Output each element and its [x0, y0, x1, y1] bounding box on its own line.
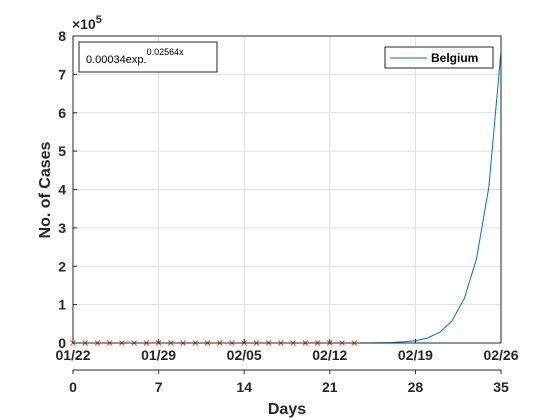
x-tick-label: 14 — [236, 379, 252, 395]
x-tick-label: 35 — [493, 379, 509, 395]
annotation-text: 0.00034exp.0.02564x — [86, 47, 184, 66]
fit-annotation: 0.00034exp.0.02564x — [78, 41, 218, 73]
date-tick-label: 02/12 — [312, 347, 347, 363]
x-tick-label: 0 — [69, 379, 77, 395]
legend: Belgium — [384, 46, 494, 69]
date-tick-label: 01/29 — [141, 347, 176, 363]
y-tick-label: 5 — [58, 143, 66, 159]
date-tick-label: 02/19 — [398, 347, 433, 363]
x-tick-label: 28 — [408, 379, 424, 395]
y-exponent-label: ×105 — [72, 14, 102, 32]
date-axis-ticks: 01/22 01/29 02/05 02/12 02/19 02/26 — [55, 339, 519, 363]
y-tick-label: 1 — [58, 297, 66, 313]
y-tick-label: 2 — [58, 258, 66, 274]
y-tick-label: 3 — [58, 220, 66, 236]
x-axis-ticks: 0 7 14 21 28 35 — [69, 370, 509, 395]
y-axis-title: No. of Cases — [37, 141, 54, 238]
y-tick-label: 0 — [58, 335, 66, 351]
date-tick-label: 02/05 — [227, 347, 262, 363]
annotation-box — [78, 41, 218, 73]
legend-label-belgium: Belgium — [431, 51, 478, 65]
date-tick-label: 01/22 — [55, 347, 90, 363]
grid-lines — [73, 36, 501, 343]
x-tick-label: 21 — [322, 379, 338, 395]
y-tick-label: 6 — [58, 105, 66, 121]
x-axis-title: Days — [268, 401, 306, 418]
legend-box — [384, 46, 494, 69]
y-tick-label: 4 — [58, 182, 66, 198]
x-tick-label: 7 — [155, 379, 163, 395]
y-axis-ticks: 0 1 2 3 4 5 6 7 8 — [58, 28, 77, 351]
date-tick-label: 02/26 — [483, 347, 518, 363]
y-tick-label: 8 — [58, 28, 66, 44]
y-tick-label: 7 — [58, 66, 66, 82]
